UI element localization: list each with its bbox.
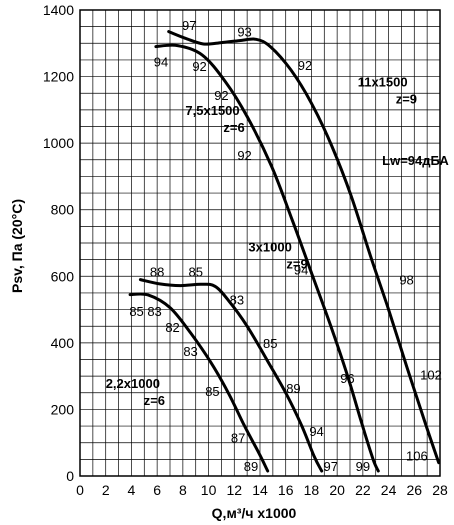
noise-level-label: 82 [165, 320, 179, 335]
noise-level-label: 89 [244, 459, 258, 474]
x-tick-label: 22 [355, 482, 371, 498]
x-tick-label: 10 [201, 482, 217, 498]
x-tick-label: 6 [153, 482, 161, 498]
noise-level-label: 96 [340, 371, 354, 386]
x-tick-label: 14 [252, 482, 268, 498]
x-tick-label: 0 [76, 482, 84, 498]
y-tick-label: 800 [51, 202, 75, 218]
y-tick-label: 0 [66, 468, 74, 484]
x-tick-label: 12 [226, 482, 242, 498]
series-label-3: 7,5x1500 z=6 [185, 103, 244, 135]
sound-power-annotation: Lw=94дБА [382, 153, 449, 168]
noise-level-label: 92 [298, 58, 312, 73]
x-tick-label: 2 [102, 482, 110, 498]
series-label-2: 3x1000 z=9 [248, 239, 307, 271]
series-line-1 [128, 292, 270, 473]
x-tick-label: 20 [329, 482, 345, 498]
x-tick-label: 4 [128, 482, 136, 498]
noise-level-label: 92 [214, 88, 228, 103]
x-tick-label: 16 [278, 482, 294, 498]
noise-level-label: 85 [205, 384, 219, 399]
curves [128, 30, 441, 473]
series-line-2 [138, 278, 324, 473]
y-tick-label: 1200 [43, 69, 74, 85]
y-tick-label: 400 [51, 335, 75, 351]
noise-level-label: 94 [309, 424, 323, 439]
noise-level-label: 87 [231, 431, 245, 446]
noise-level-label: 85 [188, 264, 202, 279]
noise-level-label: 92 [237, 148, 251, 163]
noise-level-label: 83 [230, 293, 244, 308]
x-tick-label: 8 [179, 482, 187, 498]
x-tick-label: 18 [304, 482, 320, 498]
series-line-3 [154, 43, 380, 473]
y-tick-label: 1400 [43, 2, 74, 18]
y-tick-label: 600 [51, 268, 75, 284]
noise-level-label: 89 [286, 381, 300, 396]
noise-level-label: 85 [263, 336, 277, 351]
noise-level-label: 92 [192, 59, 206, 74]
labels: 2,2x1000 z=6 85 83 82 83 85 87 89 3x1000 z=9 88 85 83… [106, 18, 450, 474]
grid [79, 9, 441, 477]
noise-level-label: 94 [294, 263, 308, 278]
noise-level-label: 99 [356, 459, 370, 474]
noise-level-label: 83 [147, 304, 161, 319]
noise-level-label: 83 [183, 344, 197, 359]
noise-level-label: 98 [399, 273, 413, 288]
x-tick-label: 26 [406, 482, 422, 498]
noise-level-label: 97 [182, 18, 196, 33]
x-axis-label: Q,м³/ч x1000 [212, 505, 297, 521]
noise-level-label: 97 [323, 459, 337, 474]
y-tick-label: 1000 [43, 135, 74, 151]
noise-level-label: 93 [237, 25, 251, 40]
series-label-1: 2,2x1000 z=6 [106, 376, 165, 408]
noise-level-label: 102 [420, 367, 442, 382]
ticks: 0 2 4 6 8 10 12 14 16 18 20 22 24 26 28020040060080010… [43, 2, 448, 498]
noise-level-label: 94 [154, 55, 168, 70]
noise-level-label: 106 [406, 448, 428, 463]
noise-level-label: 88 [150, 264, 164, 279]
series-label-4: 11x1500 z=9 [358, 75, 417, 107]
noise-level-label: 85 [129, 304, 143, 319]
x-tick-label: 24 [381, 482, 397, 498]
y-tick-label: 200 [51, 401, 75, 417]
y-axis-label: Psv, Па (20°C) [9, 199, 25, 293]
x-tick-label: 28 [432, 482, 448, 498]
plot-frame [79, 9, 441, 477]
series-line-4 [167, 30, 441, 465]
